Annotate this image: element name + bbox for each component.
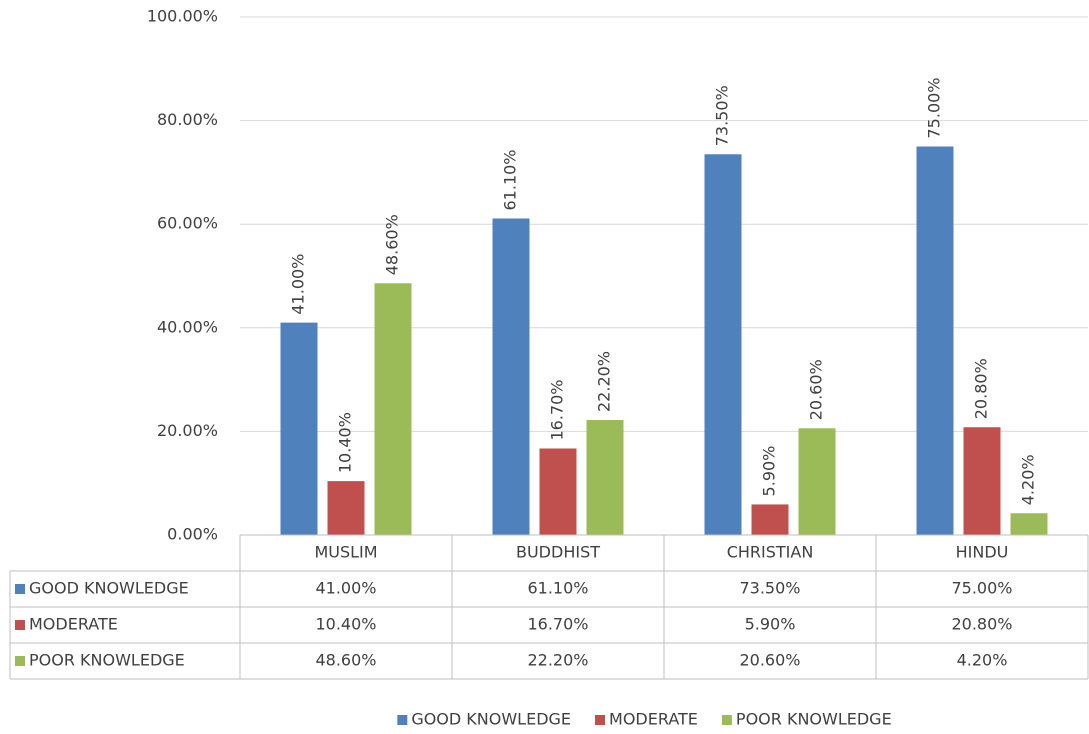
x-tick-label: MUSLIM bbox=[314, 543, 377, 562]
table-cell: 22.20% bbox=[527, 651, 588, 670]
value-label: 16.70% bbox=[548, 379, 567, 440]
value-label: 4.20% bbox=[1019, 454, 1038, 505]
table-cell: 75.00% bbox=[951, 579, 1012, 598]
legend-key bbox=[721, 715, 732, 725]
value-label: 5.90% bbox=[760, 446, 779, 497]
value-label: 61.10% bbox=[501, 149, 520, 210]
y-tick-label: 60.00% bbox=[157, 214, 218, 233]
bar bbox=[374, 283, 412, 535]
bar bbox=[751, 504, 789, 535]
y-tick-label: 20.00% bbox=[157, 421, 218, 440]
value-label: 75.00% bbox=[925, 77, 944, 138]
y-tick-label: 100.00% bbox=[147, 7, 218, 26]
legend-key bbox=[397, 715, 408, 725]
value-label: 48.60% bbox=[383, 214, 402, 275]
table-row-label: POOR KNOWLEDGE bbox=[29, 651, 185, 670]
table-legend-key bbox=[15, 656, 25, 666]
legend-label: MODERATE bbox=[609, 710, 698, 729]
y-tick-label: 80.00% bbox=[157, 110, 218, 129]
bar bbox=[280, 322, 318, 535]
bar bbox=[327, 481, 365, 535]
bar bbox=[704, 154, 742, 535]
table-cell: 48.60% bbox=[315, 651, 376, 670]
bar bbox=[539, 448, 577, 535]
value-label: 22.20% bbox=[595, 351, 614, 412]
value-label: 41.00% bbox=[289, 254, 308, 315]
y-tick-label: 40.00% bbox=[157, 317, 218, 336]
value-label: 73.50% bbox=[713, 85, 732, 146]
y-tick-label: 0.00% bbox=[167, 525, 218, 544]
legend-label: GOOD KNOWLEDGE bbox=[411, 710, 571, 729]
table-cell: 20.60% bbox=[739, 651, 800, 670]
table-cell: 10.40% bbox=[315, 615, 376, 634]
table-cell: 20.80% bbox=[951, 615, 1012, 634]
legend-key bbox=[595, 715, 606, 725]
x-tick-label: CHRISTIAN bbox=[727, 543, 814, 562]
table-row-label: MODERATE bbox=[29, 615, 118, 634]
bar bbox=[916, 146, 954, 535]
x-tick-label: BUDDHIST bbox=[516, 543, 600, 562]
legend-label: POOR KNOWLEDGE bbox=[736, 710, 892, 729]
x-tick-label: HINDU bbox=[956, 543, 1009, 562]
table-row-label: GOOD KNOWLEDGE bbox=[29, 579, 189, 598]
bar bbox=[586, 420, 624, 535]
table-legend-key bbox=[15, 620, 25, 630]
bar bbox=[798, 428, 836, 535]
value-label: 20.60% bbox=[807, 359, 826, 420]
table-cell: 4.20% bbox=[957, 651, 1008, 670]
value-label: 10.40% bbox=[336, 412, 355, 473]
table-cell: 73.50% bbox=[739, 579, 800, 598]
table-cell: 41.00% bbox=[315, 579, 376, 598]
table-cell: 16.70% bbox=[527, 615, 588, 634]
table-cell: 5.90% bbox=[745, 615, 796, 634]
table-cell: 61.10% bbox=[527, 579, 588, 598]
bar bbox=[1010, 513, 1048, 535]
table-legend-key bbox=[15, 584, 25, 594]
value-label: 20.80% bbox=[972, 358, 991, 419]
bar bbox=[963, 427, 1001, 535]
bar bbox=[492, 218, 530, 535]
